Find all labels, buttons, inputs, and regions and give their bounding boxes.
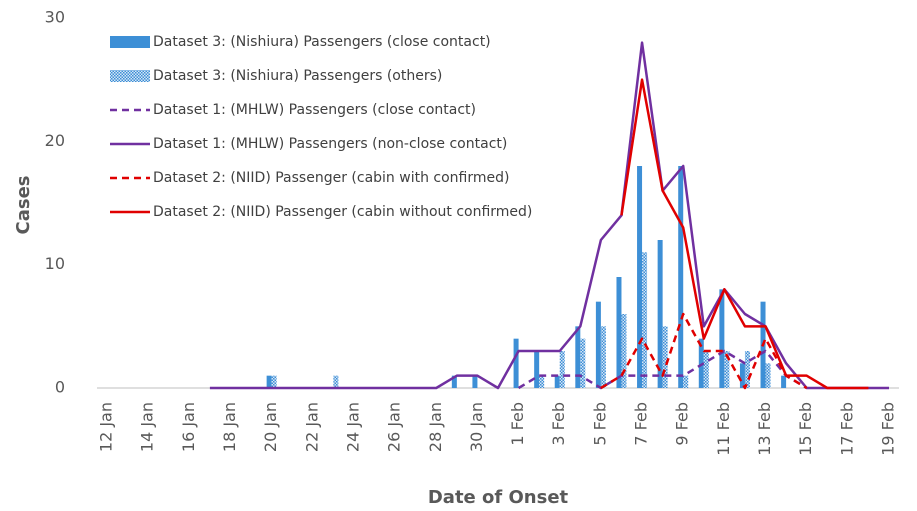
bar [580, 338, 586, 388]
x-tick-label: 20 Jan [261, 402, 280, 452]
x-tick-label: 1 Feb [508, 402, 527, 446]
bar [744, 351, 750, 388]
bar [657, 240, 663, 388]
bar [534, 351, 540, 388]
bar [271, 375, 277, 388]
y-tick-label: 10 [45, 254, 65, 273]
bar [266, 375, 272, 388]
y-tick-label: 20 [45, 131, 65, 150]
line-series [517, 349, 808, 390]
bar [595, 301, 601, 388]
y-axis-title: Cases [13, 176, 34, 235]
bar [333, 375, 339, 388]
x-tick-label: 24 Jan [343, 402, 362, 452]
line-series [620, 78, 869, 390]
bar [513, 338, 519, 388]
x-tick-label: 28 Jan [426, 402, 445, 452]
x-axis-title: Date of Onset [428, 487, 569, 508]
bar [539, 375, 545, 388]
x-tick-label: 18 Jan [220, 402, 239, 452]
x-tick-label: 22 Jan [302, 402, 321, 452]
bar [703, 351, 709, 388]
bar [600, 326, 606, 388]
x-tick-label: 17 Feb [837, 402, 856, 456]
bar [451, 375, 457, 388]
x-tick-label: 19 Feb [879, 402, 898, 456]
bar [621, 314, 627, 388]
legend-swatch [110, 70, 150, 82]
x-tick-label: 14 Jan [138, 402, 157, 452]
bar [637, 166, 643, 388]
legend-label: Dataset 3: (Nishiura) Passengers (close … [153, 34, 491, 50]
x-tick-label: 9 Feb [673, 402, 692, 446]
x-tick-label: 3 Feb [549, 402, 568, 446]
bar [559, 351, 565, 388]
bar [472, 375, 478, 388]
x-tick-label: 5 Feb [590, 402, 609, 446]
legend-label: Dataset 2: (NIID) Passenger (cabin witho… [153, 204, 532, 220]
legend-label: Dataset 2: (NIID) Passenger (cabin with … [153, 170, 509, 186]
bar [678, 166, 684, 388]
bar [698, 338, 704, 388]
y-tick-label: 30 [45, 8, 65, 27]
bar [765, 363, 771, 388]
bar [781, 375, 787, 388]
y-tick-label: 0 [55, 378, 65, 397]
x-tick-label: 16 Jan [179, 402, 198, 452]
x-tick-label: 11 Feb [714, 402, 733, 456]
line-series [209, 41, 889, 390]
legend-label: Dataset 1: (MHLW) Passengers (close cont… [153, 102, 476, 118]
bar [575, 326, 581, 388]
bar [683, 375, 689, 388]
bar [554, 375, 560, 388]
legend-swatch [110, 36, 150, 48]
x-tick-label: 7 Feb [632, 402, 651, 446]
bar [724, 351, 730, 388]
bar [642, 252, 648, 388]
x-tick-label: 30 Jan [467, 402, 486, 452]
x-tick-label: 13 Feb [755, 402, 774, 456]
bar [662, 326, 668, 388]
x-tick-label: 12 Jan [97, 402, 116, 452]
x-tick-label: 15 Feb [796, 402, 815, 456]
legend-label: Dataset 3: (Nishiura) Passengers (others… [153, 68, 442, 84]
line-series [600, 312, 808, 390]
bar [616, 277, 622, 388]
x-tick-label: 26 Jan [385, 402, 404, 452]
bar [719, 289, 725, 388]
bar [739, 363, 745, 388]
legend-label: Dataset 1: (MHLW) Passengers (non-close … [153, 136, 507, 152]
